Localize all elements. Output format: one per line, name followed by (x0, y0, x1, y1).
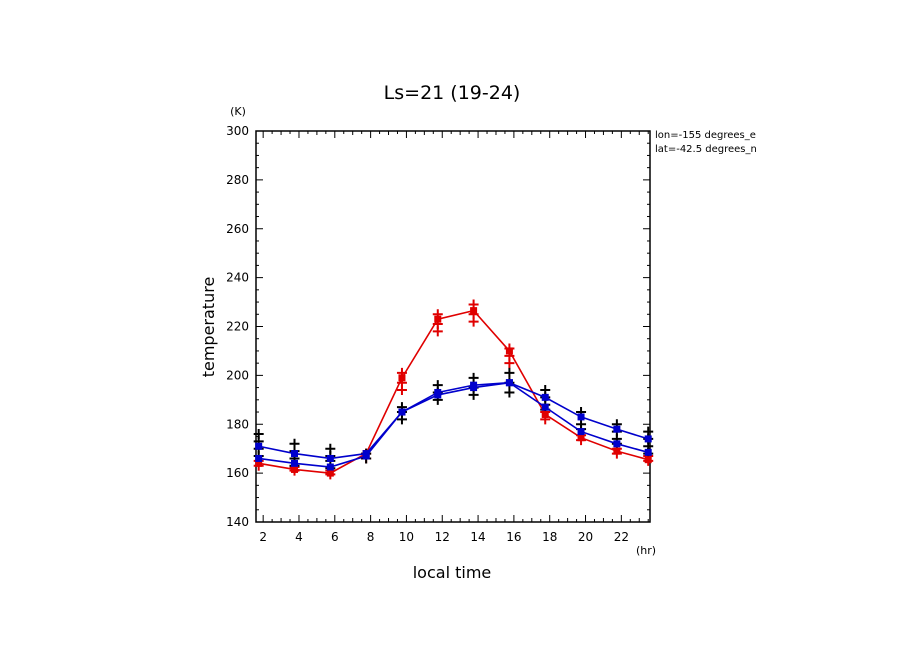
x-axis-label: local time (413, 563, 492, 582)
series-point (644, 448, 652, 456)
y-tick-label: 220 (226, 320, 249, 334)
series-line (258, 381, 649, 460)
series-point (255, 459, 263, 467)
y-tick-label: 200 (226, 368, 249, 382)
series-point (434, 315, 442, 323)
series-point (398, 408, 406, 416)
x-tick-label: 2 (259, 530, 267, 544)
series-point (255, 454, 263, 462)
x-tick-label: 20 (578, 530, 593, 544)
x-tick-label: 10 (399, 530, 414, 544)
series-point (644, 435, 652, 443)
annotation-lon: lon=-155 degrees_e (655, 130, 756, 141)
scatter-point (468, 372, 479, 383)
series-point (434, 391, 442, 399)
series-point (613, 440, 621, 448)
series-point (577, 434, 585, 442)
series-point (291, 465, 299, 473)
series-point (613, 425, 621, 433)
scatter-point (432, 380, 443, 391)
series-point (470, 384, 478, 392)
x-tick-label: 4 (295, 530, 303, 544)
x-tick-label: 6 (331, 530, 339, 544)
series-point (398, 374, 406, 382)
y-tick-label: 160 (226, 466, 249, 480)
scatter-point (576, 419, 587, 430)
scatter-point (643, 426, 654, 437)
x-tick-label: 16 (506, 530, 521, 544)
series-point (577, 413, 585, 421)
series-point (326, 454, 334, 462)
scatter-point (504, 367, 515, 378)
y-tick-label: 180 (226, 417, 249, 431)
series-line (258, 381, 649, 468)
x-tick-label: 8 (367, 530, 375, 544)
plot-axes: 2 4 6 8 10 12 14 16 18 20 22 140 160 180 200 220 240 260 2… (226, 124, 651, 544)
scatter-point (504, 387, 515, 398)
series-point (505, 379, 513, 387)
x-axis-unit: (hr) (636, 544, 656, 557)
x-tick-label: 14 (470, 530, 485, 544)
series-point (470, 307, 478, 315)
y-tick-label: 280 (226, 173, 249, 187)
series-point (541, 403, 549, 411)
series-point (255, 442, 263, 450)
x-tick-label: 22 (614, 530, 629, 544)
annotation-lat: lat=-42.5 degrees_n (655, 144, 757, 155)
y-axis-unit: (K) (230, 105, 246, 118)
series-point (644, 456, 652, 464)
series-point (541, 410, 549, 418)
series-line (258, 309, 649, 474)
series-point (613, 447, 621, 455)
plot-frame (255, 130, 651, 523)
series-point (362, 452, 370, 460)
scatter-point (253, 429, 264, 440)
series-point (326, 469, 334, 477)
scatter-point (540, 385, 551, 396)
series-point (505, 347, 513, 355)
x-tick-label: 18 (542, 530, 557, 544)
chart-title: Ls=21 (19-24) (384, 82, 521, 104)
y-tick-label: 260 (226, 222, 249, 236)
series-point (541, 393, 549, 401)
y-axis-label: temperature (199, 277, 218, 378)
series-point (291, 459, 299, 467)
y-tick-label: 140 (226, 515, 249, 529)
series-point (577, 428, 585, 436)
scatter-point (325, 443, 336, 454)
series-point (291, 450, 299, 458)
scatter-point (289, 438, 300, 449)
y-tick-label: 240 (226, 271, 249, 285)
x-tick-label: 12 (435, 530, 450, 544)
plot-marks (253, 299, 654, 480)
y-tick-label: 300 (226, 124, 249, 138)
series-point (326, 463, 334, 471)
